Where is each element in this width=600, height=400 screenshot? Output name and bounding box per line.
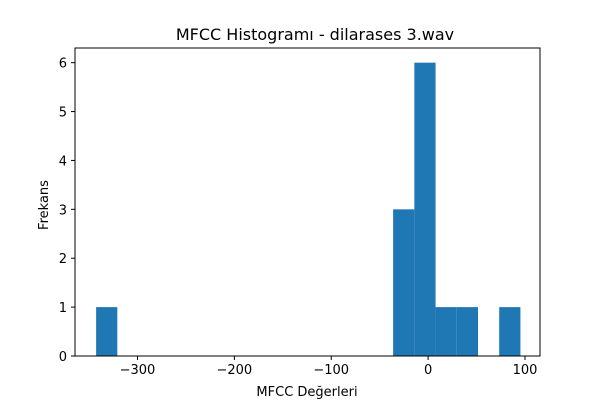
histogram-bar — [499, 307, 521, 356]
x-tick-label: −300 — [120, 363, 156, 378]
x-tick-label: 0 — [424, 363, 432, 378]
plot-frame — [74, 47, 541, 357]
chart-title: MFCC Histogramı - dilarases 3.wav — [176, 25, 454, 44]
y-tick-label: 2 — [59, 252, 67, 267]
x-tick-label: 100 — [513, 363, 538, 378]
y-tick-label: 4 — [59, 154, 67, 169]
y-tick-label: 1 — [59, 301, 67, 316]
y-axis-label: Frekans — [37, 180, 52, 230]
y-tick-label: 3 — [59, 203, 67, 218]
histogram-bar — [96, 307, 118, 356]
y-tick-label: 5 — [59, 106, 67, 121]
y-tick-label: 0 — [59, 350, 67, 365]
histogram-bar — [435, 307, 457, 356]
x-tick-label: −100 — [313, 363, 349, 378]
x-axis-ticks: −300 −200 −100 0 100 — [120, 356, 538, 378]
y-axis-ticks: 0 1 2 3 4 5 6 — [59, 57, 75, 365]
x-axis-label: MFCC Değerleri — [256, 385, 357, 400]
histogram-bar — [414, 62, 436, 357]
x-tick-label: −200 — [217, 363, 253, 378]
histogram-bar — [456, 307, 478, 356]
histogram-bar — [393, 209, 415, 356]
y-tick-label: 6 — [59, 57, 67, 72]
bars-group — [96, 62, 521, 357]
